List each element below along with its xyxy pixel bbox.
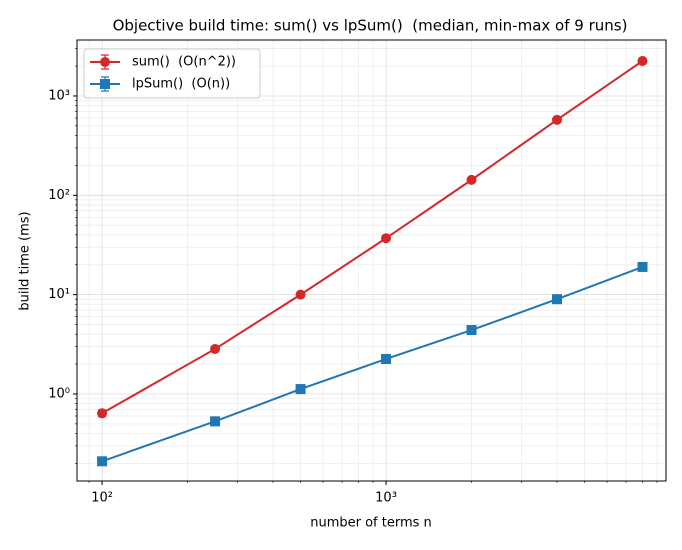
marker (295, 289, 306, 300)
x-axis-label: number of terms n (310, 516, 432, 531)
y-tick-label: 10¹ (48, 287, 70, 302)
y-axis-label: build time (ms) (18, 211, 33, 310)
plot-frame (76, 39, 667, 482)
chart-title: Objective build time: sum() vs lpSum() (… (113, 17, 628, 35)
marker (637, 55, 648, 66)
y-tick-label: 10⁰ (48, 386, 70, 401)
marker (381, 353, 392, 364)
x-tick-label: 10³ (375, 491, 397, 506)
y-tick-label: 10³ (48, 88, 70, 103)
marker (637, 261, 648, 272)
legend-label: sum() (O(n^2)) (132, 55, 236, 70)
legend-box (83, 48, 261, 99)
marker (466, 325, 477, 336)
marker (210, 343, 221, 354)
marker (210, 416, 221, 427)
legend-label: lpSum() (O(n)) (132, 77, 230, 92)
marker (97, 456, 108, 467)
marker (552, 294, 563, 305)
legend-marker (100, 79, 110, 89)
y-tick-label: 10² (48, 188, 70, 203)
marker (295, 384, 306, 395)
marker (97, 408, 108, 419)
marker (381, 233, 392, 244)
marker (466, 174, 477, 185)
x-tick-label: 10² (91, 491, 113, 506)
legend-marker (100, 57, 110, 67)
marker (552, 114, 563, 125)
